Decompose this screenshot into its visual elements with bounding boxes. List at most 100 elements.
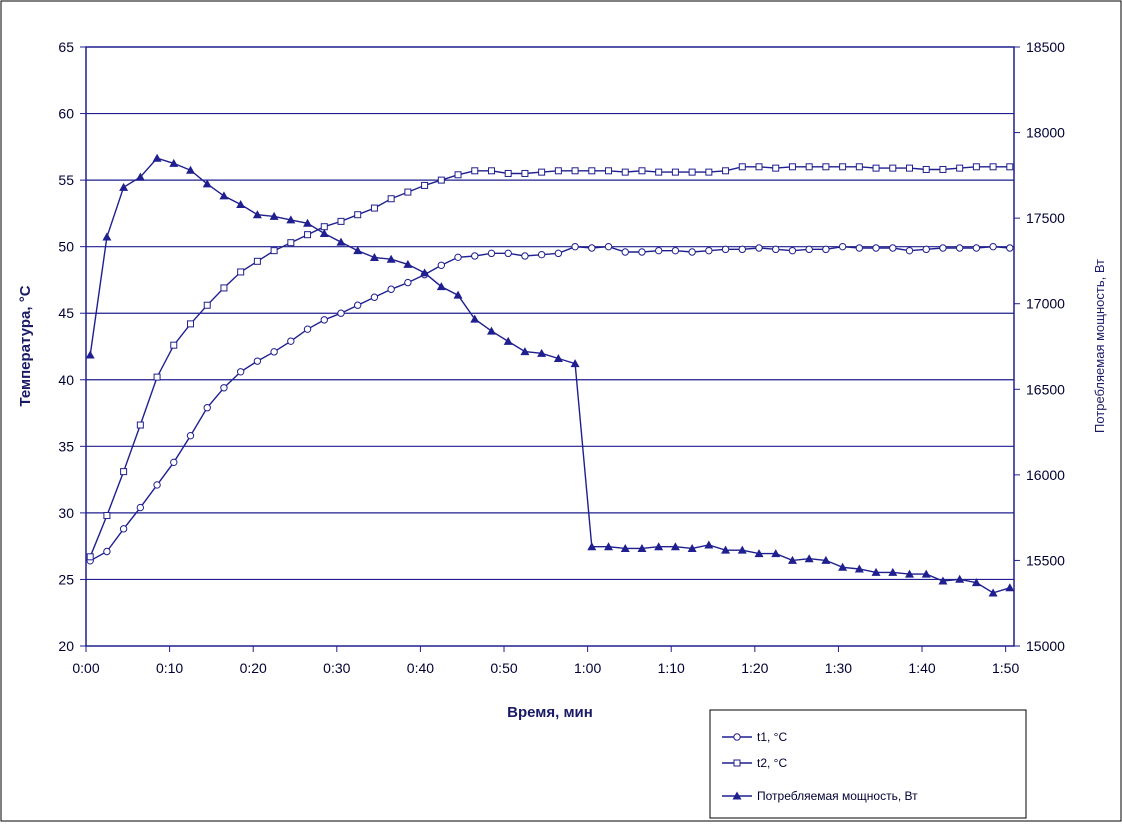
data-point bbox=[805, 245, 813, 254]
data-point bbox=[336, 237, 346, 246]
data-point bbox=[404, 188, 412, 196]
data-point bbox=[170, 341, 178, 349]
y2-tick-label: 17000 bbox=[1026, 296, 1065, 312]
data-point bbox=[587, 542, 597, 551]
data-point bbox=[454, 253, 462, 262]
y2-axis-title: Потребляемая мощность, Вт bbox=[1092, 259, 1107, 433]
x-tick-label: 0:10 bbox=[156, 660, 183, 676]
data-point bbox=[1006, 163, 1014, 171]
series-1 bbox=[86, 242, 1014, 565]
data-point bbox=[705, 168, 713, 176]
data-point bbox=[387, 195, 395, 203]
data-point bbox=[738, 245, 746, 254]
data-point bbox=[654, 542, 664, 551]
data-point bbox=[638, 167, 646, 175]
data-point bbox=[822, 245, 830, 254]
data-point bbox=[270, 348, 278, 356]
data-point bbox=[354, 211, 362, 219]
data-point bbox=[287, 239, 295, 247]
data-point bbox=[120, 468, 128, 476]
legend: t1, °C t2, °C Потребляемая мощность, Вт bbox=[709, 709, 1027, 819]
data-point bbox=[671, 168, 679, 176]
data-point bbox=[420, 268, 430, 277]
data-point bbox=[470, 314, 480, 323]
data-point bbox=[136, 421, 144, 429]
data-point bbox=[553, 353, 563, 362]
data-point bbox=[738, 163, 746, 171]
data-point bbox=[220, 284, 228, 292]
data-point bbox=[537, 250, 546, 259]
data-point bbox=[688, 248, 696, 256]
legend-marker bbox=[732, 791, 742, 800]
data-point bbox=[938, 576, 948, 585]
data-point bbox=[219, 191, 229, 200]
data-point bbox=[1005, 583, 1015, 592]
y-tick-label: 60 bbox=[58, 106, 74, 122]
data-point bbox=[722, 167, 730, 175]
x-tick-label: 1:40 bbox=[908, 660, 935, 676]
data-point bbox=[889, 244, 897, 252]
data-point bbox=[872, 164, 880, 172]
y-tick-label: 25 bbox=[58, 571, 74, 587]
data-point bbox=[671, 246, 680, 255]
y-tick-label: 55 bbox=[58, 172, 74, 188]
data-point bbox=[921, 569, 931, 578]
x-tick-label: 1:10 bbox=[658, 660, 685, 676]
data-point bbox=[153, 481, 161, 489]
data-point bbox=[103, 512, 111, 520]
data-point bbox=[888, 567, 898, 576]
data-point bbox=[135, 172, 145, 181]
data-point bbox=[454, 171, 462, 179]
y-tick-label: 35 bbox=[58, 438, 74, 454]
data-point bbox=[487, 249, 496, 258]
data-point bbox=[621, 168, 629, 176]
data-point bbox=[169, 158, 179, 167]
x-tick-label: 1:20 bbox=[741, 660, 768, 676]
data-point bbox=[370, 293, 379, 301]
data-point bbox=[989, 163, 997, 171]
data-point bbox=[787, 555, 797, 564]
data-point bbox=[570, 359, 580, 368]
data-point bbox=[955, 244, 964, 252]
data-point bbox=[236, 199, 246, 208]
data-point bbox=[688, 168, 696, 176]
data-point bbox=[904, 569, 914, 578]
data-point bbox=[605, 167, 613, 175]
data-point bbox=[838, 242, 847, 251]
data-point bbox=[152, 153, 162, 162]
data-point bbox=[102, 232, 112, 241]
data-point bbox=[220, 384, 228, 392]
data-point bbox=[153, 373, 161, 381]
y2-tick-label: 15000 bbox=[1026, 638, 1065, 654]
data-point bbox=[972, 244, 981, 252]
data-point bbox=[804, 554, 814, 563]
data-point bbox=[654, 246, 663, 255]
data-point bbox=[839, 163, 847, 171]
data-point bbox=[704, 540, 714, 549]
data-point bbox=[554, 249, 563, 258]
data-point bbox=[621, 248, 629, 256]
data-point bbox=[855, 244, 864, 252]
legend-label: t2, °C bbox=[757, 756, 787, 770]
data-point bbox=[320, 223, 328, 231]
data-point bbox=[988, 588, 998, 597]
plot-area bbox=[85, 46, 1015, 647]
x-tick-label: 1:30 bbox=[825, 660, 852, 676]
data-point bbox=[554, 167, 562, 175]
y-tick-label: 65 bbox=[58, 39, 74, 55]
data-point bbox=[319, 229, 329, 238]
x-tick-label: 0:40 bbox=[407, 660, 434, 676]
data-point bbox=[187, 320, 195, 328]
y-tick-label: 30 bbox=[58, 505, 74, 521]
data-point bbox=[705, 246, 713, 255]
data-point bbox=[471, 252, 479, 260]
data-point bbox=[956, 164, 964, 172]
data-point bbox=[437, 261, 446, 270]
data-point bbox=[503, 336, 513, 345]
data-point bbox=[971, 578, 981, 587]
data-point bbox=[788, 246, 797, 255]
data-point bbox=[638, 248, 646, 256]
data-point bbox=[822, 163, 830, 171]
